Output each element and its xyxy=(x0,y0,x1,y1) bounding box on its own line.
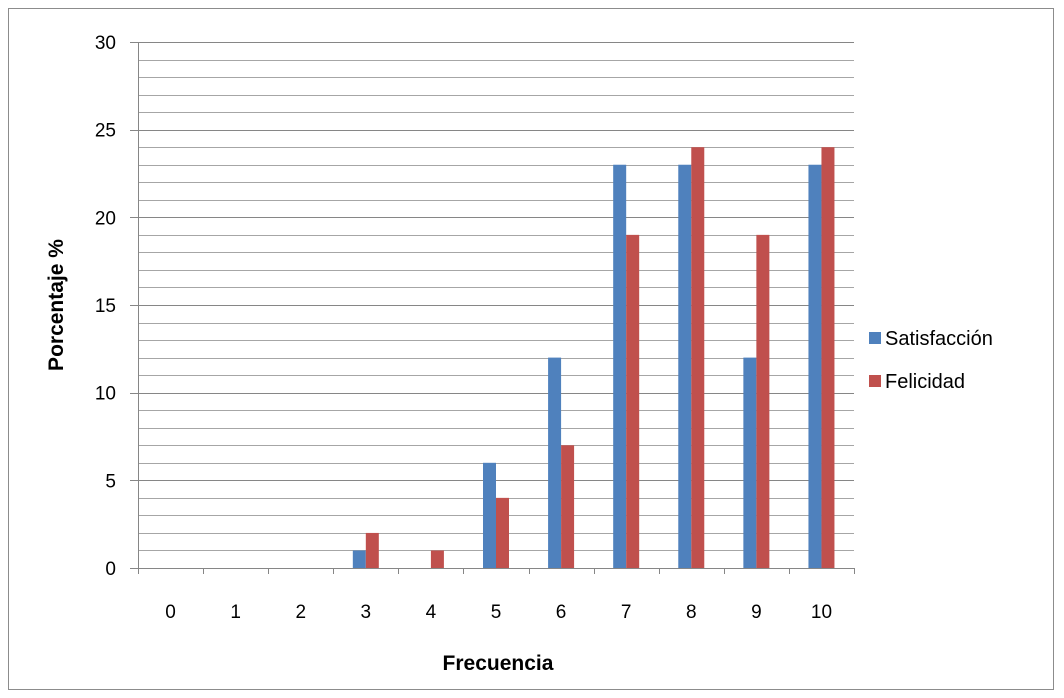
bars xyxy=(352,147,835,568)
bar-satisfaccion xyxy=(808,164,822,568)
bar-satisfaccion xyxy=(483,462,496,568)
x-tick-label: 7 xyxy=(621,602,632,623)
x-tick-labels: 0 1 2 3 4 5 6 7 8 9 10 xyxy=(165,568,855,623)
x-tick-label: 9 xyxy=(751,602,762,623)
y-tick-label: 20 xyxy=(95,208,116,229)
x-tick-label: 5 xyxy=(491,602,502,623)
y-tick-label: 10 xyxy=(95,384,116,405)
legend-swatch-felicidad xyxy=(869,375,881,387)
legend-item-satisfaccion: Satisfacción xyxy=(869,328,993,350)
x-tick-label: 10 xyxy=(811,602,832,623)
chart-frame xyxy=(8,8,1054,690)
bar-satisfaccion xyxy=(352,550,366,568)
legend-swatch-satisfaccion xyxy=(869,332,881,344)
bar-felicidad xyxy=(626,234,640,568)
bar-felicidad xyxy=(691,147,705,568)
y-tick-label: 25 xyxy=(95,121,116,142)
x-tick-label: 1 xyxy=(230,602,241,623)
bar-felicidad xyxy=(561,445,575,568)
y-tick-label: 0 xyxy=(105,559,116,580)
axes xyxy=(130,42,854,574)
y-tick-label: 5 xyxy=(105,471,116,492)
x-tick-label: 6 xyxy=(556,602,567,623)
y-axis-title: Porcentaje % xyxy=(45,239,68,371)
y-tick-label: 15 xyxy=(95,296,116,317)
bar-felicidad xyxy=(756,234,770,568)
legend-label-satisfaccion: Satisfacción xyxy=(885,328,993,350)
bar-satisfaccion xyxy=(548,357,562,568)
x-axis-title: Frecuencia xyxy=(443,652,554,675)
x-tick-label: 3 xyxy=(361,602,372,623)
legend-label-felicidad: Felicidad xyxy=(885,371,965,393)
x-tick-label: 2 xyxy=(295,602,306,623)
y-tick-labels: 0 5 10 15 20 25 30 xyxy=(95,33,116,580)
bar-felicidad xyxy=(496,497,509,568)
x-tick-label: 0 xyxy=(165,602,176,623)
bar-satisfaccion xyxy=(678,164,692,568)
legend-item-felicidad: Felicidad xyxy=(869,371,965,393)
y-tick-label: 30 xyxy=(95,33,116,54)
x-tick-label: 8 xyxy=(686,602,697,623)
legend: Satisfacción Felicidad xyxy=(869,328,993,393)
bar-felicidad xyxy=(430,550,444,568)
bar-satisfaccion xyxy=(613,164,627,568)
x-tick-label: 4 xyxy=(426,602,437,623)
bar-satisfaccion xyxy=(743,357,757,568)
gridlines xyxy=(130,42,854,551)
bar-felicidad xyxy=(365,532,379,568)
bar-felicidad xyxy=(821,147,835,568)
